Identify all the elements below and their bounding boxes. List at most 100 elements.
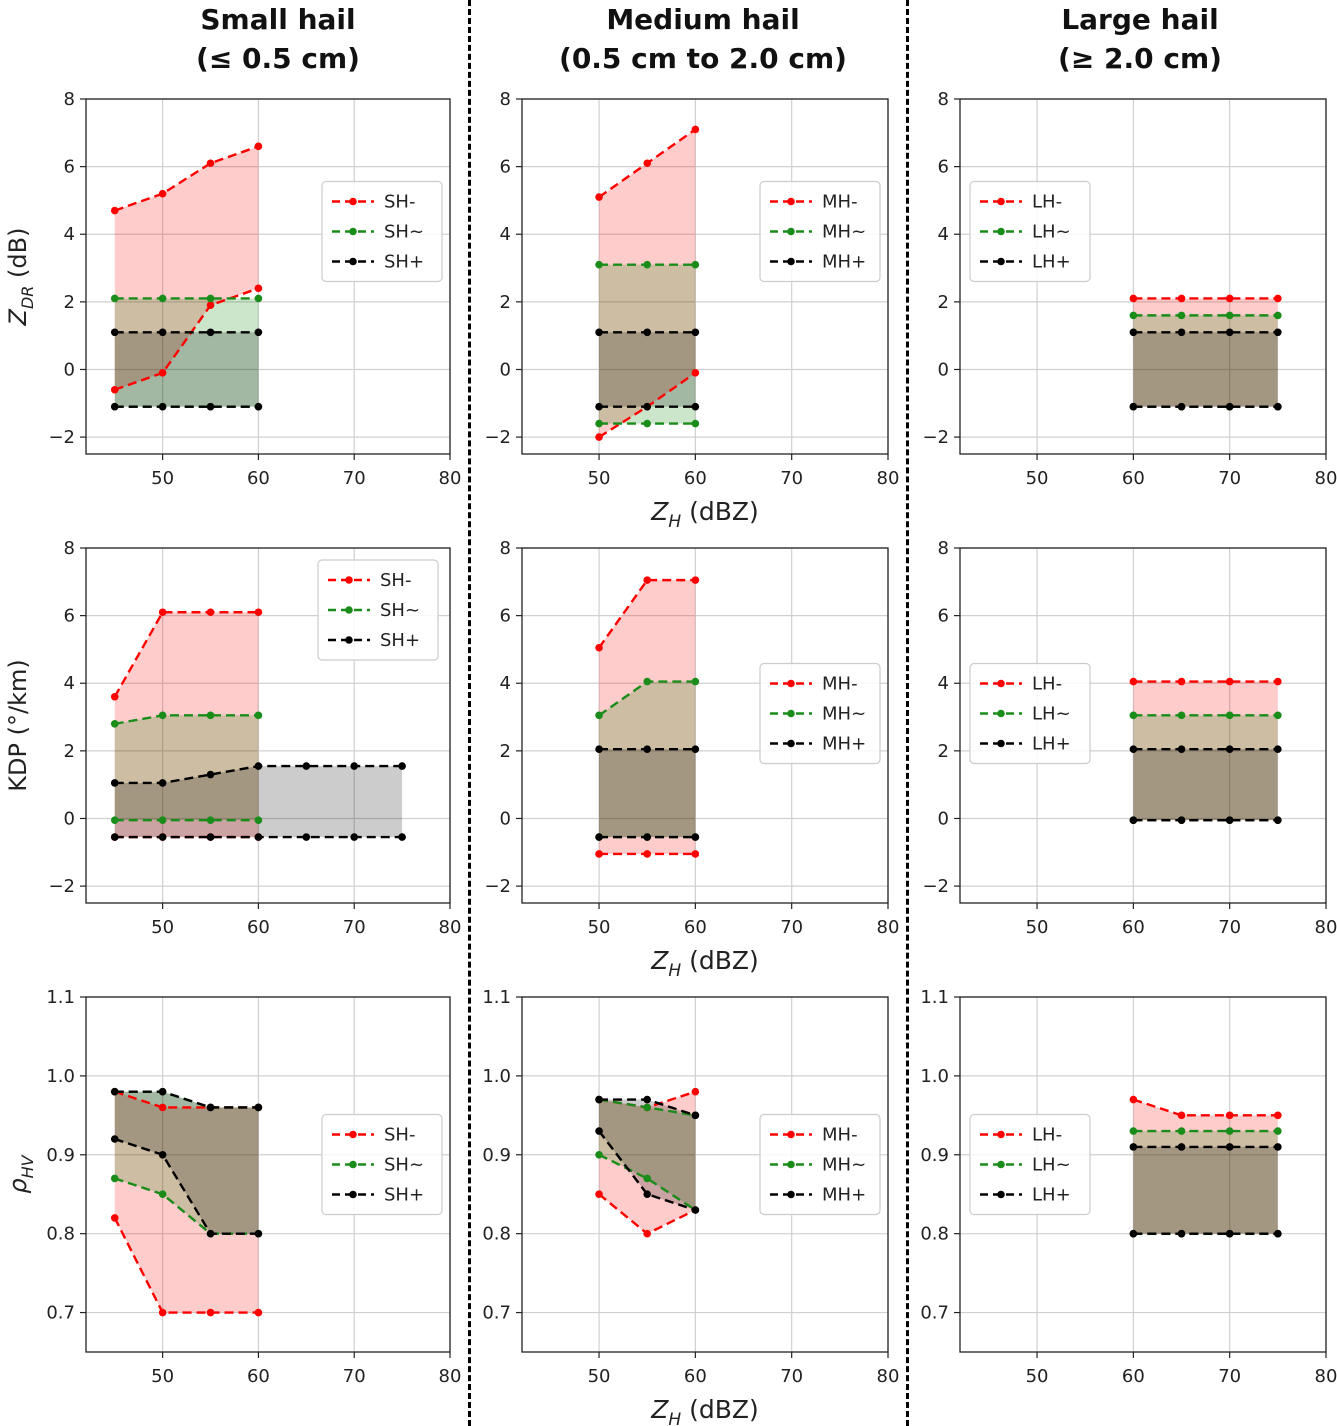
point-MH~ (595, 1150, 603, 1159)
legend-swatch-marker (787, 679, 795, 688)
point-LH+ (1177, 745, 1186, 753)
point-LH+ (1177, 1143, 1186, 1151)
point-LH~ (1274, 311, 1282, 320)
point-SH+ (158, 328, 167, 337)
tick-label-y: 0.7 (482, 1303, 511, 1324)
point-LH+ (1129, 402, 1138, 411)
point-SH~ (110, 1174, 119, 1183)
tick-label-y: 6 (938, 157, 949, 178)
tick-label-x: 60 (247, 1366, 270, 1387)
xlabel: ZH (dBZ) (650, 497, 759, 532)
point-MH+ (643, 833, 652, 841)
tick-label-y: 4 (938, 673, 949, 694)
axes-frame (521, 98, 889, 455)
point-SH- (110, 1214, 119, 1222)
point-SH~ (158, 294, 167, 303)
band-LH- (1133, 1099, 1278, 1234)
legend-entry: SH- (384, 192, 415, 213)
tick-label-x: 50 (151, 1366, 174, 1387)
legend-box (969, 1113, 1091, 1216)
point-SH+ (206, 770, 215, 779)
legend-entry: MH- (822, 1125, 858, 1146)
column-divider-left (468, 0, 471, 1426)
band-LH+ (1133, 749, 1278, 821)
ylabel-rhohv: ρHV (4, 1154, 37, 1193)
tick-label-y: 4 (500, 224, 511, 245)
panel-medium-kdp: 50 60 70 80 −2 0 2 4 6 8 MH- MH~ MH+ ZH (dBZ) (484, 538, 899, 981)
tick-label-y: 8 (64, 538, 75, 559)
legend-swatch-marker (997, 257, 1005, 266)
legend-swatch-marker (349, 1130, 357, 1139)
point-LH+ (1274, 1143, 1282, 1151)
legend-entry: SH+ (380, 630, 420, 651)
point-MH+ (691, 1111, 700, 1120)
legend-swatch-marker (787, 197, 795, 206)
tick-label-x: 50 (151, 917, 174, 938)
tick-label-x: 80 (439, 1366, 462, 1387)
point-LH+ (1274, 1229, 1282, 1238)
tick-label-y: 4 (64, 224, 75, 245)
tick-label-y: 0 (64, 808, 75, 829)
point-LH- (1177, 294, 1186, 303)
tick-label-x: 80 (877, 1366, 900, 1387)
panel-medium-rhohv: 50 60 70 80 0.7 0.8 0.9 1.0 1.1 MH- MH~ MH+ ZH (dBZ) (482, 987, 899, 1426)
point-SH+ (398, 762, 406, 770)
line-SH--lower (114, 287, 259, 391)
point-MH- (691, 125, 700, 134)
legend-box (321, 1113, 443, 1216)
point-SH+ (158, 402, 167, 411)
line-SH~-upper (114, 714, 259, 725)
point-LH- (1225, 1111, 1234, 1120)
legend-entry: MH~ (822, 1155, 866, 1176)
tick-label-x: 80 (1315, 1366, 1337, 1387)
point-MH~ (691, 677, 700, 686)
point-LH+ (1177, 816, 1186, 824)
point-SH+ (302, 833, 311, 841)
point-SH~ (110, 294, 119, 303)
point-SH- (206, 1308, 215, 1317)
point-SH+ (254, 833, 263, 841)
tick-label-x: 50 (588, 468, 611, 489)
legend-entry: MH~ (822, 222, 866, 243)
ylabel-kdp: KDP (°/km) (4, 659, 32, 791)
point-SH- (158, 1103, 167, 1112)
point-SH~ (158, 816, 167, 824)
legend-swatch-marker (787, 227, 795, 236)
legend-swatch-marker (349, 1160, 357, 1169)
point-MH- (595, 1190, 603, 1199)
legend-swatch-marker (787, 257, 795, 266)
legend-entry: SH+ (384, 252, 424, 273)
band-MH- (599, 580, 696, 854)
band-SH- (114, 146, 259, 390)
legend-entry: SH+ (384, 1185, 424, 1206)
band-MH+ (599, 332, 696, 407)
point-LH+ (1129, 328, 1138, 337)
tick-label-x: 50 (151, 468, 174, 489)
point-SH+ (254, 402, 263, 411)
band-SH- (114, 612, 259, 838)
band-SH- (114, 1091, 259, 1313)
point-MH- (643, 159, 652, 168)
legend-swatch-marker (997, 679, 1005, 688)
point-SH+ (110, 1087, 119, 1096)
point-LH~ (1274, 711, 1282, 720)
legend: LH- LH~ LH+ (969, 662, 1091, 765)
point-SH~ (158, 1190, 167, 1199)
point-LH+ (1177, 328, 1186, 337)
legend-swatch-marker (345, 636, 353, 644)
point-MH+ (595, 402, 603, 411)
point-LH+ (1129, 1143, 1138, 1151)
tick-label-y: 0.7 (920, 1303, 949, 1324)
point-SH+ (110, 402, 119, 411)
legend-swatch-marker (787, 709, 795, 718)
point-MH- (643, 1229, 652, 1238)
band-LH- (1133, 298, 1278, 407)
point-MH+ (643, 1095, 652, 1104)
band-SH~ (114, 715, 259, 821)
panel-small-kdp: 50 60 70 80 −2 0 2 4 6 8 SH- SH~ SH+ KDP (°/km) (4, 538, 461, 938)
point-SH+ (110, 1135, 119, 1143)
line-SH--upper (113, 611, 259, 698)
point-MH~ (643, 1174, 652, 1183)
point-SH- (206, 159, 215, 168)
